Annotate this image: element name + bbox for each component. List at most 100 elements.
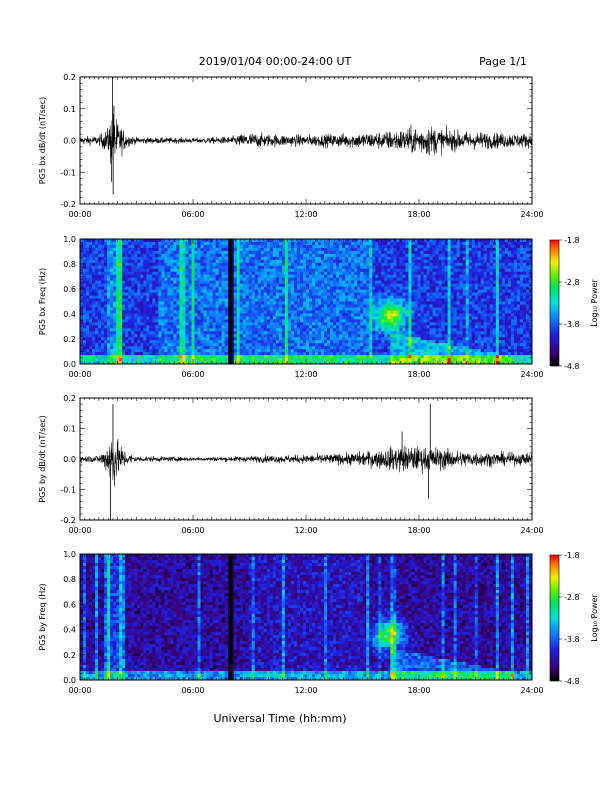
spectrogram-cell xyxy=(179,349,183,353)
spectrogram-cell xyxy=(278,265,283,270)
spectrogram-cell xyxy=(278,349,283,353)
spectrogram-cell xyxy=(161,349,165,353)
spectrogram-cell xyxy=(357,316,361,320)
spectrogram-cell xyxy=(263,283,268,288)
spectrogram-cell xyxy=(161,361,165,365)
spectrogram-cell xyxy=(167,331,171,335)
spectrogram-cell xyxy=(170,304,174,308)
spectrogram-cell xyxy=(348,244,352,249)
spectrogram-cell xyxy=(363,349,367,353)
spectrogram-cell xyxy=(351,283,355,288)
spectrogram-cell xyxy=(336,337,340,341)
spectrogram-cell xyxy=(110,250,114,255)
spectrogram-cell xyxy=(299,274,304,279)
spectrogram-cell xyxy=(107,319,111,323)
spectrogram-cell xyxy=(369,253,373,258)
spectrogram-cell xyxy=(363,343,367,347)
spectrogram-cell xyxy=(417,346,421,350)
spectrogram-cell xyxy=(293,355,298,359)
spectrogram-cell xyxy=(260,250,265,255)
spectrogram-cell xyxy=(221,268,226,273)
spectrogram-cell xyxy=(224,274,229,279)
spectrogram-cell xyxy=(104,268,108,273)
spectrogram-cell xyxy=(152,259,156,264)
spectrogram-cell xyxy=(206,239,210,243)
spectrogram-cell xyxy=(233,244,238,249)
spectrogram-cell xyxy=(302,277,307,282)
spectrogram-cell xyxy=(128,265,132,270)
spectrogram-cell xyxy=(194,241,198,246)
spectrogram-cell xyxy=(218,313,223,317)
spectrogram-cell xyxy=(179,277,183,282)
spectrogram-cell xyxy=(158,247,162,252)
spectrogram-cell xyxy=(363,265,367,270)
spectrogram-cell xyxy=(336,301,340,305)
spectrogram-cell xyxy=(417,283,421,288)
spectrogram-cell xyxy=(248,256,253,261)
spectrogram-cell xyxy=(381,247,385,252)
spectrogram-cell xyxy=(113,295,117,299)
spectrogram-cell xyxy=(254,239,259,243)
spectrogram-cell xyxy=(315,361,319,365)
spectrogram-cell xyxy=(423,328,427,332)
spectrogram-cell xyxy=(390,277,394,282)
spectrogram-cell xyxy=(224,286,229,290)
spectrogram-cell xyxy=(194,250,198,255)
spectrogram-cell xyxy=(363,328,367,332)
spectrogram-cell xyxy=(417,313,421,317)
spectrogram-cell xyxy=(290,358,295,362)
spectrogram-cell xyxy=(173,256,177,261)
spectrogram-cell xyxy=(411,340,415,344)
spectrogram-cell xyxy=(318,280,322,285)
spectrogram-cell xyxy=(224,289,229,293)
spectrogram-cell xyxy=(233,253,238,258)
spectrogram-cell xyxy=(327,295,331,299)
spectrogram-cell xyxy=(83,307,87,311)
spectrogram-cell xyxy=(315,292,319,296)
spectrogram-cell xyxy=(342,358,346,362)
spectrogram-cell xyxy=(399,325,403,329)
spectrogram-cell xyxy=(173,316,177,320)
spectrogram-cell xyxy=(293,325,298,329)
spectrogram-cell xyxy=(357,310,361,314)
spectrogram-cell xyxy=(191,328,195,332)
spectrogram-cell xyxy=(333,304,337,308)
spectrogram-cell xyxy=(330,346,334,350)
spectrogram-cell xyxy=(357,241,361,246)
spectrogram-cell xyxy=(278,277,283,282)
spectrogram-cell xyxy=(113,274,117,279)
spectrogram-cell xyxy=(155,244,159,249)
spectrogram-cell xyxy=(363,310,367,314)
spectrogram-cell xyxy=(155,256,159,261)
spectrogram-cell xyxy=(248,340,253,344)
spectrogram-cell xyxy=(393,358,397,362)
spectrogram-cell xyxy=(257,340,262,344)
spectrogram-cell xyxy=(366,298,370,302)
spectrogram-cell xyxy=(224,247,229,252)
spectrogram-cell xyxy=(420,361,424,365)
spectrogram-cell xyxy=(405,301,409,305)
spectrogram-cell xyxy=(263,262,268,267)
spectrogram-cell xyxy=(149,334,153,338)
spectrogram-cell xyxy=(357,295,361,299)
spectrogram-cell xyxy=(248,241,253,246)
spectrogram-cell xyxy=(125,358,129,362)
spectrogram-cell xyxy=(408,256,412,261)
spectrogram-cell xyxy=(269,352,274,356)
spectrogram-cell xyxy=(155,325,159,329)
spectrogram-cell xyxy=(378,250,382,255)
spectrogram-cell xyxy=(185,334,189,338)
spectrogram-cell xyxy=(369,349,373,353)
spectrogram-cell xyxy=(140,325,144,329)
spectrogram-cell xyxy=(287,301,292,305)
spectrogram-cell xyxy=(245,334,250,338)
spectrogram-cell xyxy=(375,301,379,305)
spectrogram-cell xyxy=(324,259,328,264)
spectrogram-cell xyxy=(293,313,298,317)
spectrogram-cell xyxy=(309,292,313,296)
spectrogram-cell xyxy=(423,334,427,338)
spectrogram-cell xyxy=(369,301,373,305)
spectrogram-cell xyxy=(104,301,108,305)
spectrogram-cell xyxy=(146,337,150,341)
spectrogram-cell xyxy=(248,358,253,362)
